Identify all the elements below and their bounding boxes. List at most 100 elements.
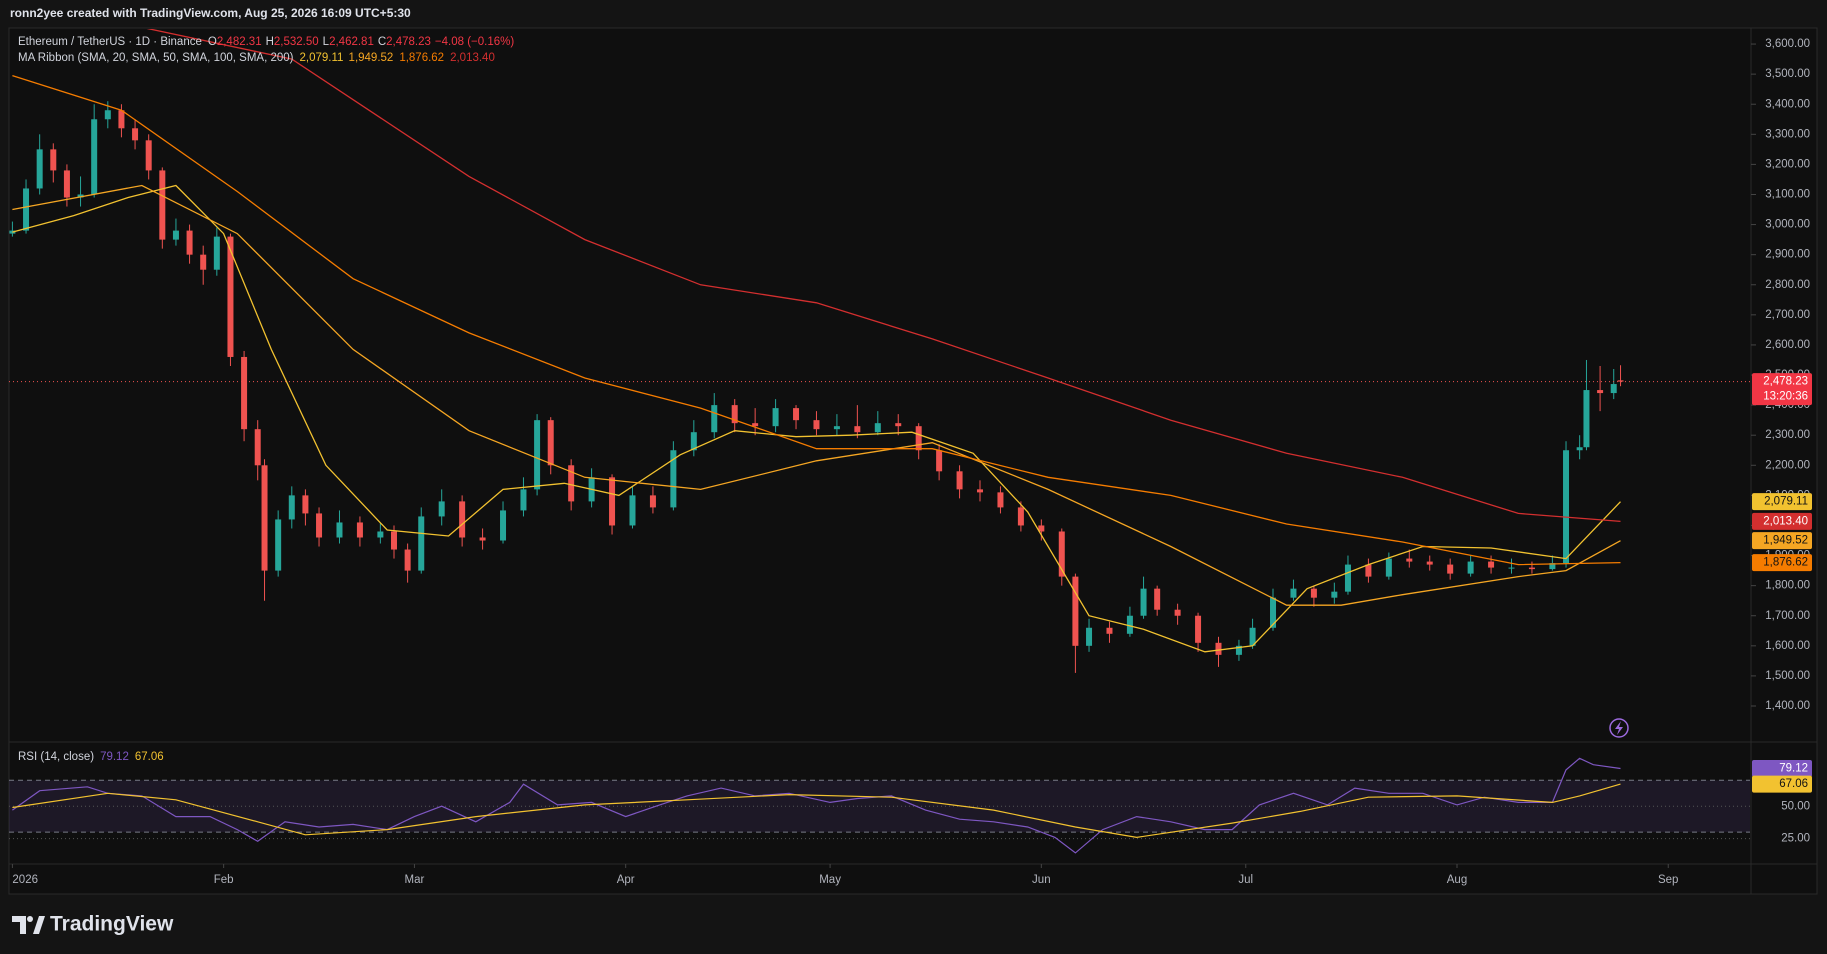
candle-body [132,128,139,141]
indicator-value: 2,079.11 [299,52,343,64]
candle-body [1270,597,1277,628]
change-value: −4.08 (−0.16%) [435,36,514,48]
candle-body [670,450,677,508]
candle-body [1154,588,1161,610]
indicator-value: 2,013.40 [450,52,495,64]
axes: 1,400.00 1,500.00 1,600.00 1,700.00 1,800.00… [11,38,1812,886]
candle-body [302,495,309,514]
x-tick-label: Apr [617,874,635,886]
candle-body [731,405,738,424]
candle-body [915,426,922,451]
candle-body [254,429,261,466]
candle-body [1174,609,1181,616]
candle-body [377,531,384,538]
rsi-pane [9,757,1750,854]
y-tick-label: 2,200.00 [1765,459,1810,471]
candle-body [690,432,697,451]
candle-body [118,110,125,129]
chart-frame [8,27,1818,895]
candle-body [997,492,1004,508]
candle-body [77,194,84,198]
candle-body [1017,507,1024,526]
candle-body [793,408,800,421]
x-tick-label: Mar [405,874,425,886]
y-tick-label: 50.00 [1781,800,1810,812]
price-badge [1752,554,1812,572]
candle-body [1385,558,1392,577]
x-tick-label: Aug [1447,874,1467,886]
y-tick-label: 2,900.00 [1765,249,1810,261]
ohlc-key: H [266,36,274,48]
candle-body [711,405,718,433]
moving-average-line [12,184,1621,653]
brand-logo: TradingView [12,913,174,936]
candle-body [1365,564,1372,577]
candle-body [772,408,779,427]
candle-body [874,423,881,433]
indicator-value: 1,949.52 [349,52,394,64]
ohlc-value: 2,482.31 [217,36,262,48]
candle-body [50,149,57,171]
indicator-value: 1,876.62 [399,52,444,64]
candle-body [1215,642,1222,655]
candle-body [1058,531,1065,577]
indicator-value: 67.06 [135,751,164,763]
indicator-value: 79.12 [100,751,129,763]
candle-body [1528,567,1535,570]
candle-body [1617,380,1624,382]
candle-body [1488,561,1495,568]
candle-body [1126,615,1133,634]
candle-body [418,516,425,571]
ohlc-key: L [323,36,330,48]
candle-body [1072,576,1079,646]
price-badge-label: 1,949.52 [1763,535,1808,547]
candle-body [520,489,527,511]
y-tick-label: 3,600.00 [1765,38,1810,50]
price-badge [1752,373,1812,406]
candle-body [172,230,179,240]
candle-body [752,423,759,427]
candle-body [104,110,111,120]
x-tick-label: May [819,874,841,886]
y-tick-label: 25.00 [1781,833,1810,845]
y-tick-label: 3,100.00 [1765,189,1810,201]
y-tick-label: 2,600.00 [1765,339,1810,351]
rsi-line [12,783,1621,839]
candle-body [1038,525,1045,532]
candle-body [404,549,411,571]
candle-body [1426,561,1433,565]
candle-body [1086,627,1093,646]
moving-average-line [12,74,1621,566]
ohlc-value: 2,478.23 [386,36,431,48]
candle-body [1331,591,1338,598]
candle-body [1235,645,1242,655]
legend: Ethereum / TetherUS · 1D · Binance O2,482… [18,36,514,763]
candle-body [288,495,295,520]
candle-body [568,465,575,502]
ohlc-value: 2,462.81 [329,36,374,48]
y-tick-label: 3,200.00 [1765,158,1810,170]
y-tick-label: 1,600.00 [1765,640,1810,652]
price-badge-label: 79.12 [1779,763,1808,775]
x-tick-label: Jun [1032,874,1051,886]
symbol-name: Ethereum / TetherUS · 1D · Binance [18,36,202,48]
x-tick-label: Sep [1658,874,1678,886]
price-badge-label: 2,079.11 [1764,496,1808,508]
moving-average-line [146,29,1621,523]
y-tick-label: 2,700.00 [1765,309,1810,321]
candle-body [390,531,397,550]
candle-body [500,510,507,541]
candle-body [316,513,323,538]
moving-average-line [12,184,1621,606]
candle-body [1406,558,1413,562]
price-badge [1752,775,1812,793]
price-badge [1752,512,1812,530]
y-tick-label: 3,400.00 [1765,98,1810,110]
candle-body [854,426,861,433]
candle-body [1344,564,1351,592]
rsi-band [9,780,1750,833]
candle-body [833,426,840,430]
y-tick-label: 1,700.00 [1765,610,1810,622]
candle-body [1576,447,1583,451]
